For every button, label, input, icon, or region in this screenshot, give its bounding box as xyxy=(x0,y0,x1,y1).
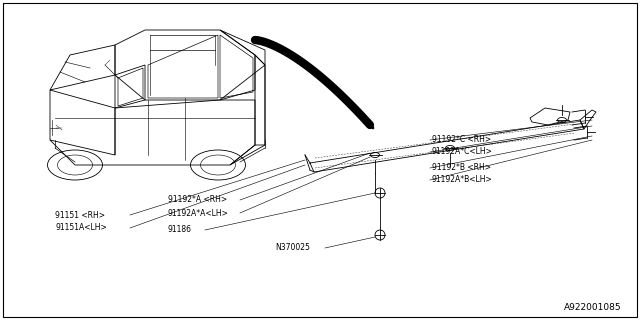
Text: 91192A*C<LH>: 91192A*C<LH> xyxy=(432,148,493,156)
Text: 91186: 91186 xyxy=(168,226,192,235)
Text: 91151A<LH>: 91151A<LH> xyxy=(55,223,107,233)
Text: 91192*A <RH>: 91192*A <RH> xyxy=(168,196,227,204)
Text: A922001085: A922001085 xyxy=(564,303,622,312)
Text: 91192*C <RH>: 91192*C <RH> xyxy=(432,135,491,145)
Text: 91192A*B<LH>: 91192A*B<LH> xyxy=(432,175,493,185)
Text: 91151 <RH>: 91151 <RH> xyxy=(55,211,105,220)
Text: 91192*B <RH>: 91192*B <RH> xyxy=(432,164,491,172)
Text: N370025: N370025 xyxy=(275,244,310,252)
Text: 91192A*A<LH>: 91192A*A<LH> xyxy=(168,209,229,218)
